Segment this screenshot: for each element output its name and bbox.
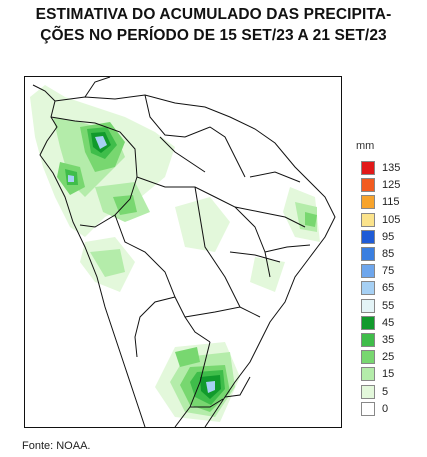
- legend-unit: mm: [356, 140, 375, 152]
- legend-label: 85: [382, 248, 395, 260]
- legend-label: 115: [382, 196, 400, 209]
- legend-swatch: [361, 315, 375, 330]
- title-line-2: ÇÕES NO PERÍODO DE 15 SET/23 A 21 SET/23: [40, 27, 387, 44]
- legend-label: 125: [382, 179, 401, 192]
- precip-layer-55mm: [68, 136, 215, 393]
- legend-swatch: [361, 161, 375, 175]
- country-borders: [32, 77, 336, 427]
- source-note: Fonte: NOAA.: [22, 440, 91, 452]
- legend-label: 25: [382, 351, 395, 364]
- legend-label: 105: [382, 213, 401, 226]
- map-title: ESTIMATIVA DO ACUMULADO DAS PRECIPITA- Ç…: [0, 4, 427, 46]
- legend-label: 75: [382, 265, 395, 278]
- legend-swatch: [361, 350, 375, 365]
- legend-swatch: [361, 333, 375, 347]
- legend-label: 15: [382, 368, 395, 381]
- legend-label: 5: [382, 385, 389, 398]
- legend-swatch: [361, 212, 375, 227]
- legend-label: 65: [382, 282, 395, 295]
- legend-label: 45: [382, 316, 395, 329]
- legend-label: 35: [382, 334, 395, 346]
- legend-swatch: [361, 384, 375, 399]
- legend-label: 135: [382, 162, 401, 174]
- legend-swatch: [361, 298, 375, 313]
- legend: mm 135 125 115 105 95 85 75 65 55 45 35 25 15 5 0: [354, 140, 424, 420]
- legend-label: 0: [382, 402, 389, 415]
- precipitation-map: [24, 76, 342, 428]
- legend-swatch: [361, 401, 375, 416]
- legend-swatch: [361, 281, 375, 296]
- legend-swatch: [361, 264, 375, 279]
- legend-swatch: [361, 178, 375, 193]
- precipitation-map-canvas: [25, 77, 341, 427]
- title-line-1: ESTIMATIVA DO ACUMULADO DAS PRECIPITA-: [35, 6, 392, 23]
- legend-swatch: [361, 367, 375, 382]
- legend-label: 95: [382, 230, 395, 243]
- legend-swatch: [361, 247, 375, 261]
- legend-label: 55: [382, 299, 395, 312]
- legend-swatch: [361, 229, 375, 244]
- legend-swatch: [361, 195, 375, 210]
